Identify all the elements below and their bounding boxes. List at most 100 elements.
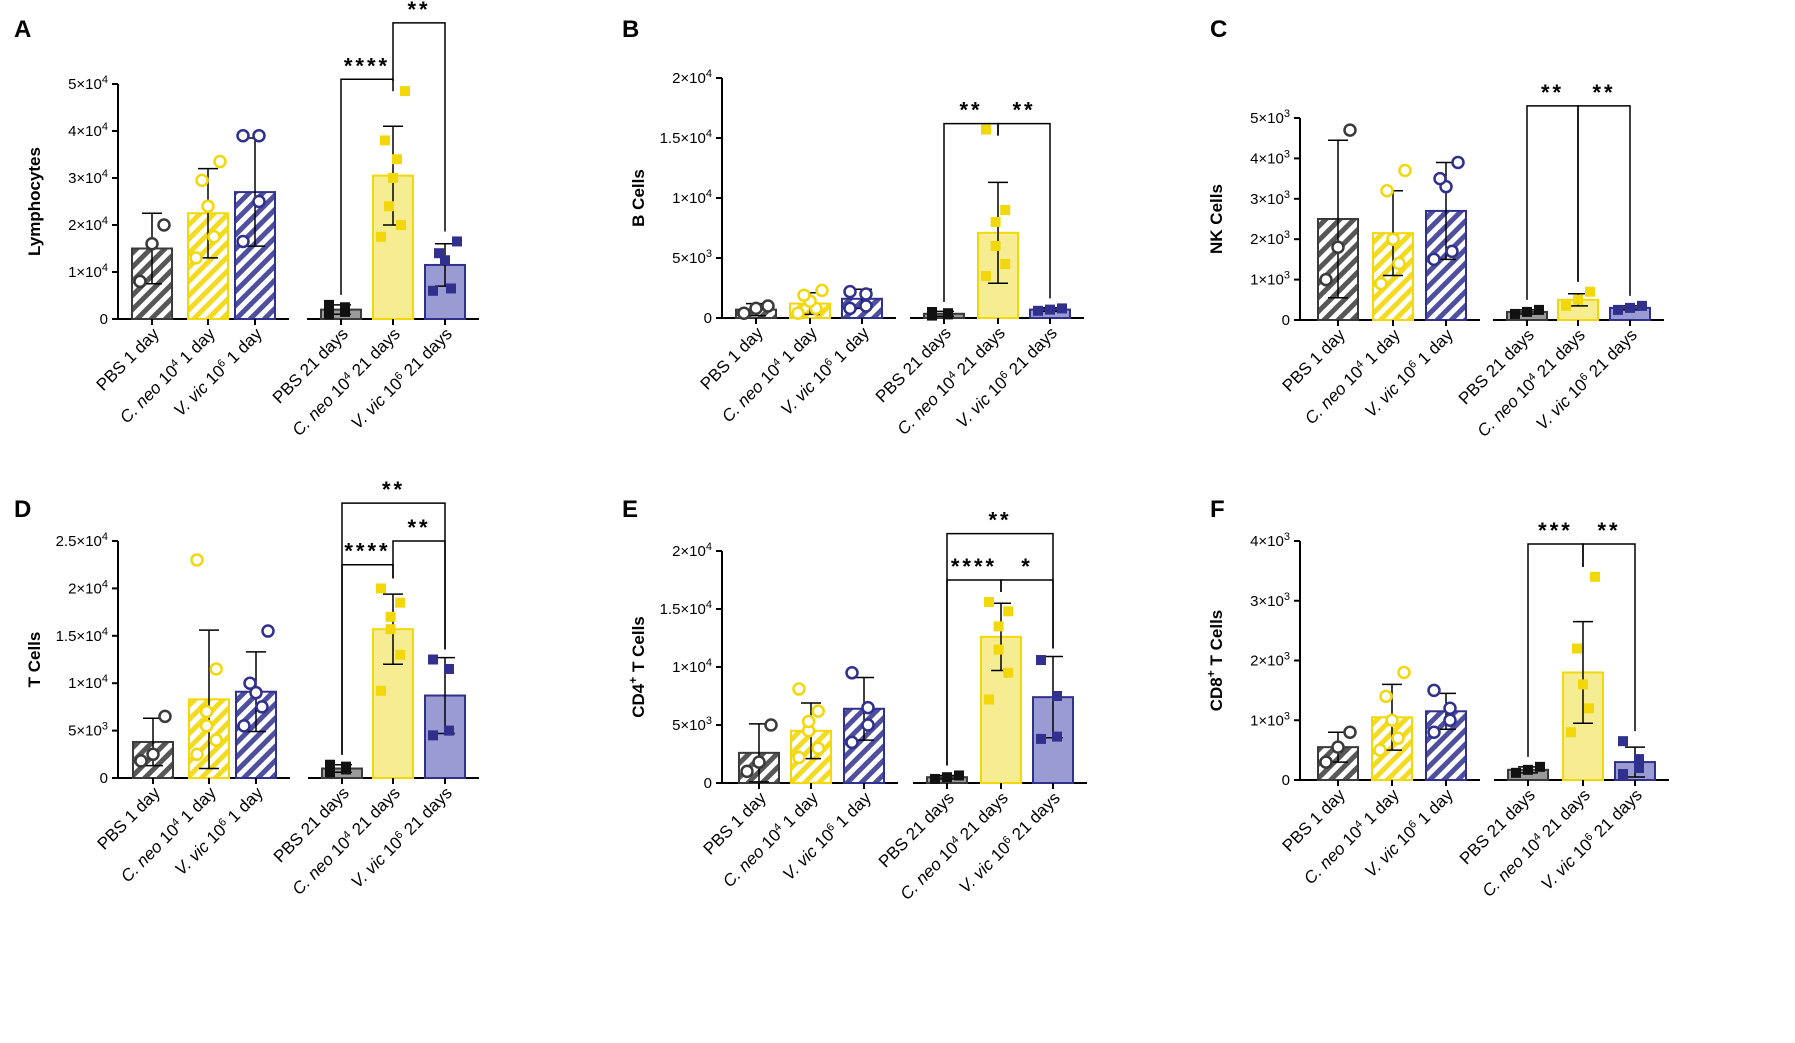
data-point xyxy=(324,299,334,310)
data-point xyxy=(237,719,251,733)
y-tick-exp: 3 xyxy=(1284,270,1290,282)
panel-a: ALymphocytes01×1042×1043×1044×1045×104PB… xyxy=(14,0,479,440)
y-tick-label: 3×103 xyxy=(1250,591,1290,610)
data-point xyxy=(927,307,937,317)
data-point xyxy=(376,583,386,594)
y-tick-exp: 4 xyxy=(102,121,108,133)
category-time: 1 day xyxy=(776,788,823,835)
y-tick-label: 4×103 xyxy=(1250,531,1290,550)
data-point xyxy=(428,285,438,296)
significance-label: ** xyxy=(407,515,430,540)
data-point xyxy=(1443,701,1457,716)
data-point xyxy=(1052,731,1062,742)
y-tick-label: 4×103 xyxy=(1250,148,1290,167)
y-tick-exp: 3 xyxy=(1284,108,1290,120)
data-point xyxy=(1386,232,1400,246)
y-tick-exp: 4 xyxy=(102,673,108,685)
data-point xyxy=(434,248,444,259)
data-point xyxy=(1590,571,1600,582)
data-point xyxy=(1618,769,1628,780)
y-tick-base: 5×10 xyxy=(68,76,102,93)
category-time: 1 day xyxy=(775,323,822,370)
y-tick-exp: 4 xyxy=(102,74,108,86)
data-point xyxy=(1052,691,1062,701)
data-point xyxy=(1561,300,1571,311)
data-point xyxy=(1613,304,1623,315)
y-tick-base: 1×10 xyxy=(68,675,102,692)
data-point xyxy=(452,236,462,247)
data-point xyxy=(1523,764,1533,775)
category-label: V. vic 106 21 days xyxy=(952,323,1060,431)
data-point xyxy=(1451,155,1465,170)
panel-letter: C xyxy=(1210,16,1227,43)
data-point xyxy=(325,759,335,770)
y-tick-base: 0 xyxy=(704,775,712,792)
panel-letter: D xyxy=(14,496,31,523)
data-point xyxy=(324,309,334,320)
y-tick-label: 5×103 xyxy=(68,721,108,740)
data-point xyxy=(261,624,275,638)
data-point xyxy=(190,747,204,762)
data-point xyxy=(1003,667,1014,678)
data-point xyxy=(1057,303,1067,314)
data-point xyxy=(1578,679,1588,690)
data-point xyxy=(1319,272,1333,287)
data-point xyxy=(380,135,390,146)
y-tick-exp: 4 xyxy=(102,531,108,543)
data-point xyxy=(981,271,991,281)
data-point xyxy=(859,287,873,301)
data-point xyxy=(392,154,402,165)
y-tick-base: 1×10 xyxy=(68,264,102,281)
significance-bracket xyxy=(341,502,446,755)
data-point xyxy=(440,255,450,266)
y-tick-exp: 4 xyxy=(102,168,108,180)
data-point xyxy=(797,288,811,302)
data-point xyxy=(1379,689,1393,704)
data-point xyxy=(1343,123,1357,137)
significance-label: **** xyxy=(344,53,390,78)
data-point xyxy=(845,666,859,680)
y-tick-exp: 4 xyxy=(102,215,108,227)
category-time: 21 days xyxy=(1002,323,1061,382)
data-point xyxy=(737,306,751,320)
data-point xyxy=(385,624,396,635)
y-tick-label: 2×103 xyxy=(1250,651,1290,670)
data-point xyxy=(1380,183,1394,198)
y-tick-exp: 4 xyxy=(102,262,108,274)
panel-letter: A xyxy=(14,16,31,43)
data-point xyxy=(384,201,394,212)
data-point xyxy=(444,663,454,674)
data-point xyxy=(1319,755,1333,769)
y-tick-label: 2×104 xyxy=(68,215,108,234)
y-tick-label: 5×103 xyxy=(672,248,712,267)
y-tick-base: 2×10 xyxy=(672,543,706,560)
data-point xyxy=(740,764,754,779)
data-point xyxy=(209,733,223,747)
y-axis-label-base: CD4 xyxy=(629,683,648,718)
category-time: 21 days xyxy=(397,783,456,842)
y-tick-label: 0 xyxy=(100,311,108,328)
data-point xyxy=(341,761,351,772)
y-tick-exp: 3 xyxy=(1284,189,1290,201)
y-tick-base: 5×10 xyxy=(672,250,706,267)
y-tick-label: 1.5×104 xyxy=(660,599,712,618)
y-tick-label: 2×104 xyxy=(672,68,712,87)
category-time: 21 days xyxy=(1005,788,1064,847)
y-tick-label: 3×103 xyxy=(1250,189,1290,208)
data-point xyxy=(843,301,857,316)
data-point xyxy=(236,234,250,249)
data-point xyxy=(1391,731,1405,745)
data-point xyxy=(861,700,875,715)
category-time: 1 day xyxy=(220,324,267,371)
data-point xyxy=(1331,740,1345,754)
y-tick-label: 3×104 xyxy=(68,168,108,187)
data-point xyxy=(1618,736,1628,747)
y-tick-base: 4×10 xyxy=(68,123,102,140)
significance-label: * xyxy=(1021,554,1033,579)
data-point xyxy=(1392,256,1406,271)
significance-bracket xyxy=(997,122,1051,299)
significance-bracket xyxy=(1526,105,1579,300)
panel-letter: B xyxy=(622,16,639,43)
